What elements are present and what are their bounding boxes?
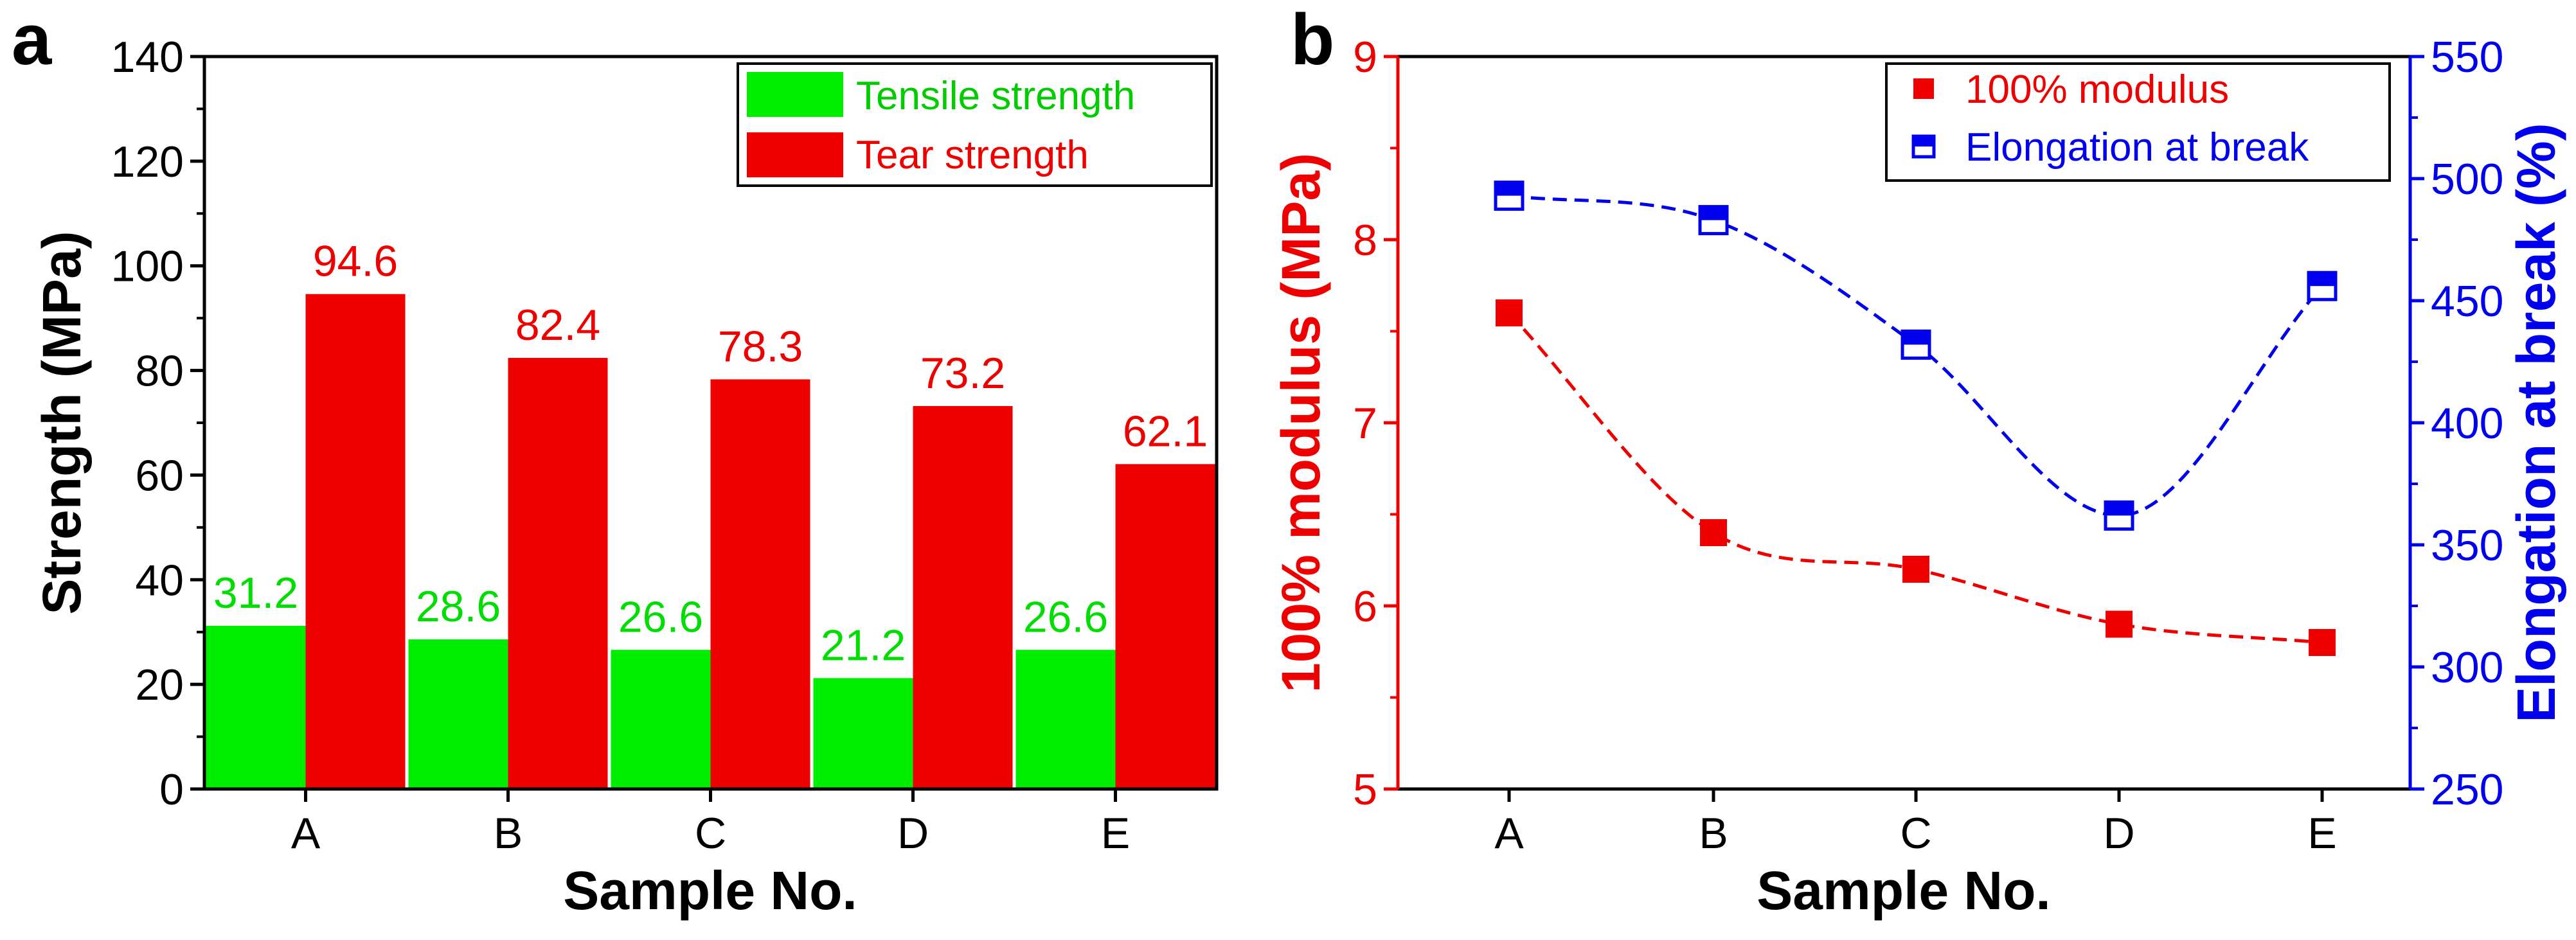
- panel-b-points: [1494, 181, 2338, 656]
- legend-label-tensile: Tensile strength: [856, 74, 1135, 118]
- x-tick-label-b: B: [494, 809, 523, 858]
- panel-b-y2-axis-title: Elongation at break (%): [2506, 123, 2566, 722]
- data-label-tensile-strength-b: 28.6: [416, 582, 501, 631]
- right-y-tick-label-450: 450: [2431, 277, 2503, 326]
- panel-b-right-y-axis: 250 300 350 400 450 500 550: [2410, 33, 2503, 814]
- left-y-tick-label-8: 8: [1353, 216, 1377, 265]
- legend-label-tear: Tear strength: [856, 133, 1089, 177]
- bar-tensile-strength-c: [611, 650, 711, 789]
- point-100-modulus-e: [2309, 629, 2336, 656]
- left-y-tick-label-6: 6: [1353, 582, 1377, 631]
- point-100-modulus-b: [1700, 519, 1727, 546]
- y-tick-label-0: 0: [159, 765, 184, 814]
- y-tick-label-80: 80: [135, 347, 184, 396]
- b-x-tick-label-b: B: [1699, 809, 1728, 858]
- left-y-tick-label-5: 5: [1353, 765, 1377, 814]
- data-label-tear-strength-e: 62.1: [1123, 407, 1208, 456]
- panel-b-x-axis-title: Sample No.: [1757, 860, 2050, 921]
- panel-b-letter: b: [1291, 0, 1334, 80]
- modulus-series-line: [1508, 312, 2323, 644]
- panel-b-legend-box: [1885, 62, 2391, 182]
- data-label-tear-strength-c: 78.3: [718, 322, 803, 371]
- right-y-tick-label-300: 300: [2431, 643, 2503, 692]
- y-tick-label-100: 100: [111, 242, 184, 291]
- panel-a-bars: [206, 294, 1215, 790]
- panel-b-x-axis: A B C D E: [1494, 789, 2337, 858]
- point-elongation-at-break-e-fill: [2309, 272, 2336, 287]
- right-y-tick-label-550: 550: [2431, 33, 2503, 82]
- right-y-tick-label-400: 400: [2431, 399, 2503, 448]
- right-y-tick-label-250: 250: [2431, 765, 2503, 814]
- point-elongation-at-break-d-fill: [2106, 502, 2133, 516]
- panel-a-legend: Tensile strength Tear strength: [737, 62, 1213, 187]
- panel-b: b 5 6 7 8 9 250 300 350 400 450 500 550 A B C D E Samp…: [1271, 0, 2566, 921]
- bar-tensile-strength-e: [1015, 650, 1116, 789]
- panel-b-y-axis-title: 100% modulus (MPa): [1271, 153, 1331, 693]
- point-elongation-at-break-b-fill: [1700, 206, 1727, 220]
- panel-b-left-y-axis: 5 6 7 8 9: [1353, 33, 1398, 814]
- x-tick-label-d: D: [897, 809, 929, 858]
- legend-label-modulus: 100% modulus: [1965, 67, 2229, 112]
- data-label-tensile-strength-d: 21.2: [821, 621, 906, 670]
- right-y-tick-label-350: 350: [2431, 521, 2503, 570]
- bar-tear-strength-e: [1115, 464, 1215, 789]
- bar-tear-strength-b: [508, 358, 608, 789]
- panel-a-data-labels: 31.2 28.6 26.6 21.2 26.6 94.6 82.4 78.3 73.2 62.1: [213, 237, 1208, 670]
- bar-tear-strength-d: [913, 405, 1013, 789]
- left-y-tick-label-7: 7: [1353, 399, 1377, 448]
- legend-marker-modulus: [1913, 78, 1934, 99]
- bar-tear-strength-c: [710, 379, 810, 789]
- bar-tensile-strength-d: [813, 678, 913, 789]
- b-x-tick-label-c: C: [1900, 809, 1931, 858]
- legend-marker-elongation-fill: [1913, 136, 1934, 146]
- b-x-tick-label-d: D: [2103, 809, 2134, 858]
- panel-a-letter: a: [12, 0, 52, 80]
- x-tick-label-a: A: [291, 809, 321, 858]
- data-label-tear-strength-d: 73.2: [920, 349, 1005, 398]
- point-100-modulus-d: [2106, 610, 2133, 638]
- data-label-tear-strength-b: 82.4: [515, 301, 600, 350]
- panel-a-y-axis-title: Strength (MPa): [31, 231, 92, 614]
- left-y-tick-label-9: 9: [1353, 33, 1377, 82]
- y-tick-label-60: 60: [135, 451, 184, 500]
- right-y-tick-label-500: 500: [2431, 155, 2503, 204]
- bar-tensile-strength-a: [206, 625, 306, 789]
- bar-tear-strength-a: [305, 294, 406, 790]
- legend-swatch-tear: [747, 132, 843, 177]
- elongation-series-line: [1508, 194, 2323, 517]
- panel-a: a 31.2 28.6 26.6 21.2 26.6 94.6 82.4 78.3 73.2 62…: [12, 0, 1219, 921]
- panel-a-x-axis-title: Sample No.: [563, 860, 857, 921]
- data-label-tear-strength-a: 94.6: [313, 237, 398, 286]
- y-tick-label-40: 40: [135, 556, 184, 605]
- y-tick-label-120: 120: [111, 137, 184, 186]
- b-x-tick-label-e: E: [2307, 809, 2336, 858]
- point-100-modulus-a: [1496, 299, 1523, 326]
- point-100-modulus-c: [1902, 556, 1929, 583]
- x-tick-label-c: C: [695, 809, 726, 858]
- legend-label-elongation: Elongation at break: [1965, 125, 2309, 170]
- panel-a-x-axis: A B C D E: [291, 789, 1130, 858]
- panel-a-y-axis: 0 20 40 60 80 100 120 140: [111, 33, 204, 814]
- legend-swatch-tensile: [747, 72, 843, 117]
- y-tick-label-20: 20: [135, 661, 184, 709]
- data-label-tensile-strength-e: 26.6: [1023, 592, 1108, 641]
- point-elongation-at-break-a-fill: [1496, 182, 1523, 196]
- x-tick-label-e: E: [1101, 809, 1130, 858]
- bar-tensile-strength-b: [408, 639, 508, 789]
- data-label-tensile-strength-c: 26.6: [618, 592, 703, 641]
- data-label-tensile-strength-a: 31.2: [213, 569, 298, 617]
- y-tick-label-140: 140: [111, 33, 184, 82]
- b-x-tick-label-a: A: [1494, 809, 1524, 858]
- panel-b-legend: 100% modulus Elongation at break: [1885, 62, 2391, 182]
- point-elongation-at-break-c-fill: [1902, 331, 1929, 345]
